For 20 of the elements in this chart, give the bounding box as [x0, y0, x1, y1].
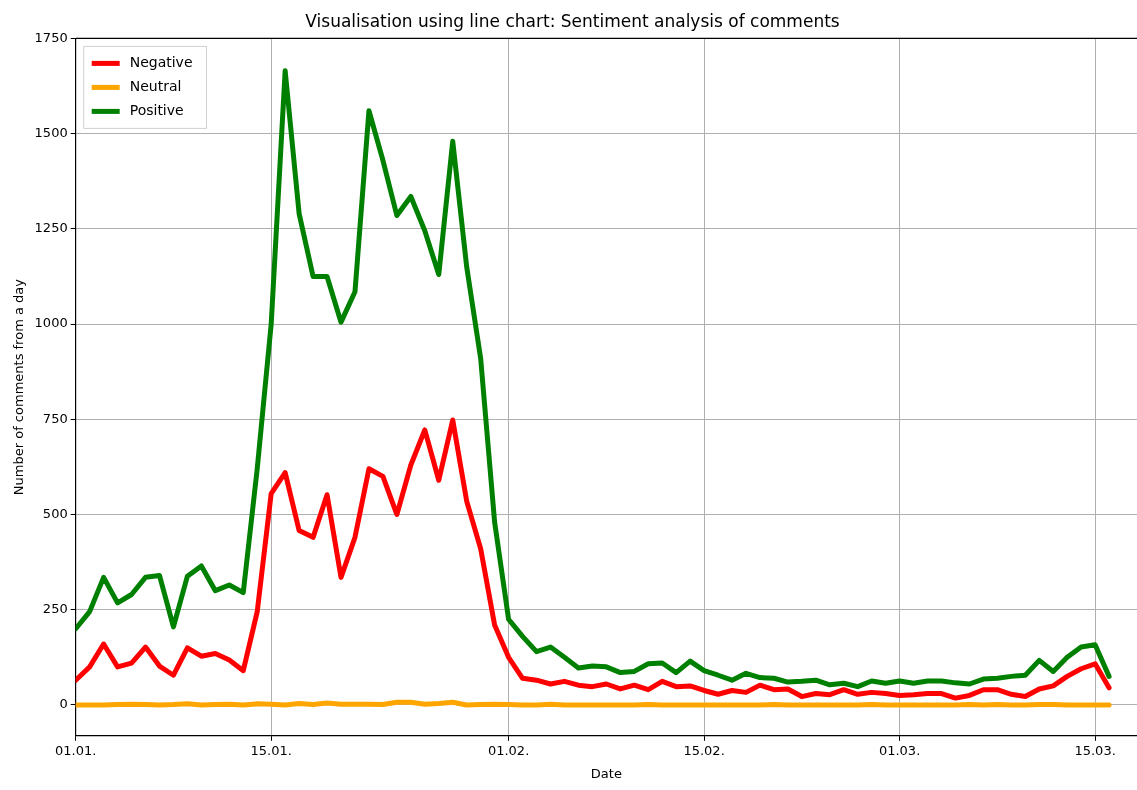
- legend-label: Negative: [129, 54, 193, 71]
- y-tick-label: 500: [42, 505, 68, 521]
- y-tick-label: 1750: [34, 29, 68, 45]
- x-axis-title: Date: [590, 765, 622, 781]
- legend-label: Neutral: [129, 78, 182, 95]
- y-tick-label: 1250: [34, 220, 68, 236]
- x-tick-label: 01.01.: [55, 742, 97, 758]
- x-tick-label: 15.02.: [683, 742, 725, 758]
- x-tick-label: 15.03.: [1074, 742, 1116, 758]
- y-tick-label: 250: [42, 601, 68, 617]
- x-tick-label: 01.02.: [487, 742, 530, 758]
- x-tick-label: 01.03.: [878, 742, 921, 758]
- y-tick-label: 0: [59, 696, 68, 712]
- y-tick-label: 1000: [34, 315, 68, 331]
- y-tick-label: 1500: [34, 125, 68, 140]
- legend-label: Positive: [129, 102, 184, 119]
- chart-title: Visualisation using line chart: Sentiment analysis of comments: [305, 10, 840, 31]
- x-tick-label: 15.01.: [250, 742, 292, 758]
- y-tick-label: 750: [42, 410, 68, 426]
- y-axis-title: Number of comments from a day: [11, 278, 27, 496]
